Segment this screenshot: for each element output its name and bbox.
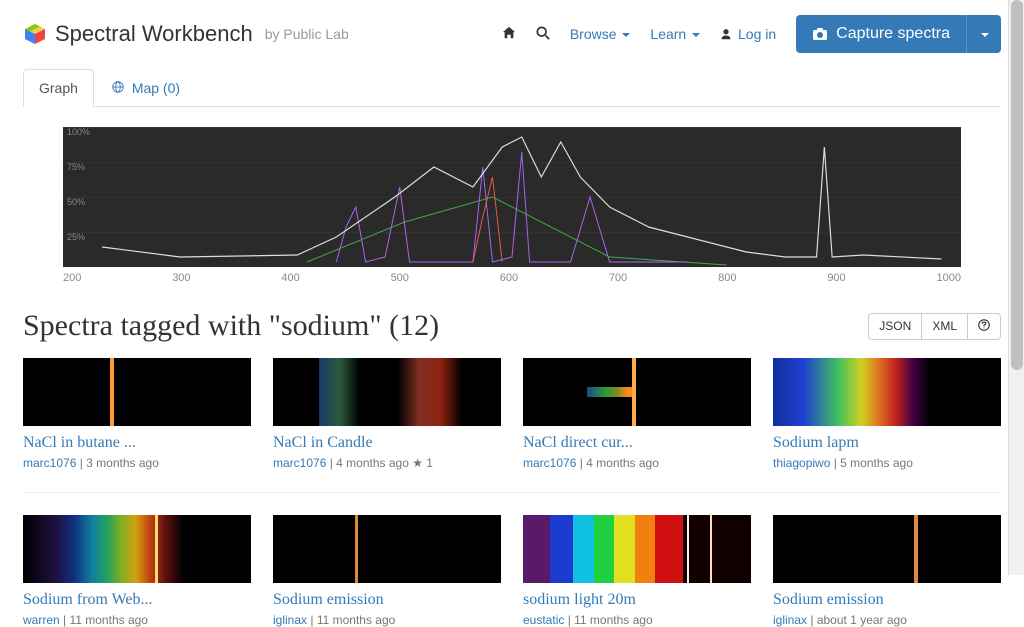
spectrum-meta: eustatic | 11 months ago xyxy=(523,613,751,627)
search-icon[interactable] xyxy=(536,26,550,43)
spectrum-thumbnail[interactable] xyxy=(23,358,251,426)
spectrum-card: sodium light 20m eustatic | 11 months ago xyxy=(523,515,751,627)
tabs: Graph Map (0) xyxy=(23,68,1001,107)
brand-subtitle: by Public Lab xyxy=(265,26,349,42)
author-link[interactable]: marc1076 xyxy=(23,456,76,470)
author-link[interactable]: iglinax xyxy=(273,613,307,627)
spectrum-title[interactable]: NaCl in butane ... xyxy=(23,434,251,452)
spectrum-title[interactable]: Sodium emission xyxy=(773,591,1001,609)
spectrum-chart: 100%75%50%25% 20030040050060070080090010… xyxy=(23,127,1001,284)
brand-title: Spectral Workbench xyxy=(55,21,253,47)
spectrum-thumbnail[interactable] xyxy=(523,358,751,426)
spectrum-card: NaCl direct cur... marc1076 | 4 months ag… xyxy=(523,358,751,470)
tab-graph[interactable]: Graph xyxy=(23,69,94,107)
spectrum-title[interactable]: sodium light 20m xyxy=(523,591,751,609)
chart-x-axis: 2003004005006007008009001000 xyxy=(63,267,961,284)
brand[interactable]: Spectral Workbench by Public Lab xyxy=(23,21,349,47)
spectrum-thumbnail[interactable] xyxy=(773,358,1001,426)
spectrum-thumbnail[interactable] xyxy=(273,515,501,583)
help-button[interactable] xyxy=(968,313,1001,340)
nav-login[interactable]: Log in xyxy=(720,26,776,42)
spectrum-card: Sodium from Web... warren | 11 months ago xyxy=(23,515,251,627)
author-link[interactable]: marc1076 xyxy=(273,456,326,470)
spectrum-card: Sodium emission iglinax | 11 months ago xyxy=(273,515,501,627)
spectrum-thumbnail[interactable] xyxy=(523,515,751,583)
spectrum-title[interactable]: Sodium emission xyxy=(273,591,501,609)
capture-button[interactable]: Capture spectra xyxy=(796,15,966,53)
home-icon[interactable] xyxy=(502,26,516,43)
question-icon xyxy=(978,319,990,331)
author-link[interactable]: marc1076 xyxy=(523,456,576,470)
spectrum-title[interactable]: Sodium lapm xyxy=(773,434,1001,452)
spectrum-title[interactable]: NaCl in Candle xyxy=(273,434,501,452)
scrollbar-thumb[interactable] xyxy=(1011,0,1023,370)
spectrum-card: NaCl in Candle marc1076 | 4 months ago ★ … xyxy=(273,358,501,470)
spectrum-title[interactable]: NaCl direct cur... xyxy=(523,434,751,452)
spectrum-card: Sodium emission iglinax | about 1 year ag… xyxy=(773,515,1001,627)
spectrum-meta: marc1076 | 3 months ago xyxy=(23,456,251,470)
scrollbar[interactable] xyxy=(1008,0,1024,575)
tab-map[interactable]: Map (0) xyxy=(96,69,196,107)
page-title: Spectra tagged with "sodium" (12) xyxy=(23,309,439,343)
xml-button[interactable]: XML xyxy=(922,313,968,340)
camera-icon xyxy=(812,26,828,42)
author-link[interactable]: iglinax xyxy=(773,613,807,627)
globe-icon xyxy=(112,80,128,96)
spectrum-meta: marc1076 | 4 months ago ★ 1 xyxy=(273,456,501,470)
spectrum-thumbnail[interactable] xyxy=(773,515,1001,583)
spectrum-thumbnail[interactable] xyxy=(23,515,251,583)
nav-browse[interactable]: Browse xyxy=(570,26,631,42)
json-button[interactable]: JSON xyxy=(868,313,922,340)
spectrum-card: NaCl in butane ... marc1076 | 3 months ag… xyxy=(23,358,251,470)
author-link[interactable]: thiagopiwo xyxy=(773,456,830,470)
logo-icon xyxy=(23,22,47,46)
nav-learn[interactable]: Learn xyxy=(650,26,700,42)
spectrum-meta: thiagopiwo | 5 months ago xyxy=(773,456,1001,470)
spectrum-meta: warren | 11 months ago xyxy=(23,613,251,627)
spectrum-title[interactable]: Sodium from Web... xyxy=(23,591,251,609)
author-link[interactable]: eustatic xyxy=(523,613,564,627)
spectrum-meta: marc1076 | 4 months ago xyxy=(523,456,751,470)
spectrum-card: Sodium lapm thiagopiwo | 5 months ago xyxy=(773,358,1001,470)
capture-dropdown[interactable] xyxy=(966,15,1001,53)
spectrum-meta: iglinax | about 1 year ago xyxy=(773,613,1001,627)
star-icon: ★ 1 xyxy=(412,456,433,470)
spectrum-thumbnail[interactable] xyxy=(273,358,501,426)
spectrum-meta: iglinax | 11 months ago xyxy=(273,613,501,627)
author-link[interactable]: warren xyxy=(23,613,60,627)
